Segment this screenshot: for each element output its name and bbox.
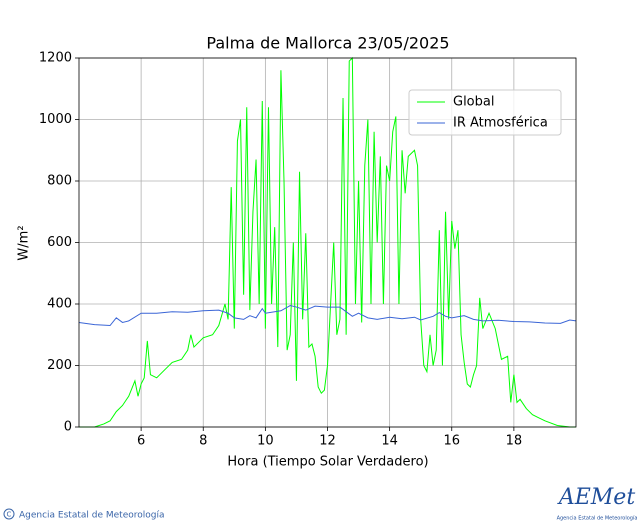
x-tick-label: 6 <box>137 434 145 449</box>
x-tick-label: 18 <box>506 434 523 449</box>
y-tick-label: 0 <box>64 420 72 435</box>
y-tick-label: 400 <box>47 297 72 312</box>
chart-title: Palma de Mallorca 23/05/2025 <box>206 34 449 53</box>
copyright-symbol: C <box>7 511 12 519</box>
x-tick-label: 14 <box>381 434 398 449</box>
y-tick-label: 1200 <box>39 51 72 66</box>
legend-box <box>408 89 562 136</box>
footer-credit: Agencia Estatal de Meteorología <box>19 511 165 521</box>
copyright-icon <box>3 508 15 520</box>
y-tick-label: 800 <box>47 174 72 189</box>
x-tick-label: 10 <box>257 434 274 449</box>
x-axis-label: Hora (Tiempo Solar Verdadero) <box>227 455 428 470</box>
series-line <box>79 56 576 428</box>
legend-label: Global <box>453 95 494 110</box>
x-tick-label: 8 <box>199 434 207 449</box>
y-tick-label: 600 <box>47 235 72 250</box>
x-tick-label: 16 <box>443 434 460 449</box>
plot-frame <box>78 57 577 428</box>
y-tick-label: 1000 <box>39 112 72 127</box>
x-tick-label: 12 <box>319 434 336 449</box>
logo-subtitle: Agencia Estatal de Meteorología <box>557 515 638 522</box>
series-line <box>78 305 577 327</box>
logo: AEMet <box>557 485 635 510</box>
y-tick-label: 200 <box>47 358 72 373</box>
legend-label: IR Atmosférica <box>453 116 548 131</box>
y-axis-label: W/m² <box>17 225 32 260</box>
